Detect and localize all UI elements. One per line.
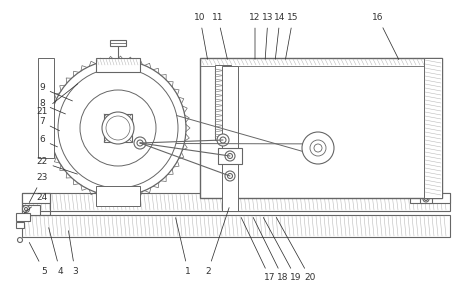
- Bar: [22, 193, 50, 203]
- Text: 12: 12: [249, 14, 261, 59]
- Text: 23: 23: [29, 173, 47, 203]
- Circle shape: [17, 237, 23, 243]
- Text: 21: 21: [36, 84, 78, 117]
- Bar: [16, 213, 30, 221]
- Text: 6: 6: [39, 136, 57, 147]
- Bar: [215, 65, 231, 140]
- Text: 10: 10: [194, 14, 207, 59]
- Circle shape: [220, 137, 226, 143]
- Bar: [218, 148, 242, 164]
- Text: 11: 11: [212, 14, 227, 59]
- Text: 9: 9: [39, 83, 72, 101]
- Circle shape: [302, 132, 334, 164]
- Circle shape: [134, 137, 146, 149]
- Circle shape: [310, 140, 326, 156]
- Text: 5: 5: [29, 243, 47, 275]
- Text: 14: 14: [274, 14, 286, 59]
- Circle shape: [227, 173, 233, 179]
- Bar: [96, 58, 140, 72]
- Bar: [110, 40, 126, 46]
- Text: 16: 16: [372, 14, 399, 59]
- Bar: [200, 58, 442, 198]
- Text: 22: 22: [36, 158, 78, 174]
- Text: 13: 13: [262, 14, 274, 59]
- Text: 4: 4: [49, 228, 63, 275]
- Circle shape: [423, 196, 429, 202]
- Text: 1: 1: [176, 218, 191, 275]
- Text: 24: 24: [24, 194, 47, 213]
- Bar: [410, 193, 450, 203]
- Bar: [424, 58, 442, 198]
- Circle shape: [225, 151, 235, 161]
- Circle shape: [217, 134, 229, 146]
- Bar: [420, 196, 432, 203]
- Bar: [222, 66, 238, 211]
- Text: 20: 20: [276, 217, 316, 282]
- Text: 18: 18: [253, 218, 289, 282]
- Text: 17: 17: [241, 218, 276, 282]
- Circle shape: [50, 60, 186, 196]
- Bar: [38, 58, 54, 158]
- Bar: [22, 215, 450, 237]
- Text: 3: 3: [69, 231, 78, 275]
- Text: 8: 8: [39, 100, 65, 114]
- Circle shape: [80, 90, 156, 166]
- Circle shape: [227, 153, 233, 158]
- Circle shape: [225, 171, 235, 181]
- Circle shape: [314, 144, 322, 152]
- Bar: [16, 222, 24, 228]
- Text: 2: 2: [205, 208, 229, 275]
- Circle shape: [106, 116, 130, 140]
- Bar: [22, 193, 50, 215]
- Bar: [96, 186, 140, 206]
- Circle shape: [23, 205, 30, 213]
- Circle shape: [58, 68, 178, 188]
- Text: 7: 7: [39, 117, 60, 131]
- Circle shape: [137, 140, 143, 146]
- Text: 15: 15: [285, 14, 299, 59]
- Text: 19: 19: [263, 217, 302, 282]
- Bar: [22, 205, 40, 215]
- Circle shape: [102, 112, 134, 144]
- Bar: [104, 114, 132, 142]
- Bar: [22, 193, 450, 211]
